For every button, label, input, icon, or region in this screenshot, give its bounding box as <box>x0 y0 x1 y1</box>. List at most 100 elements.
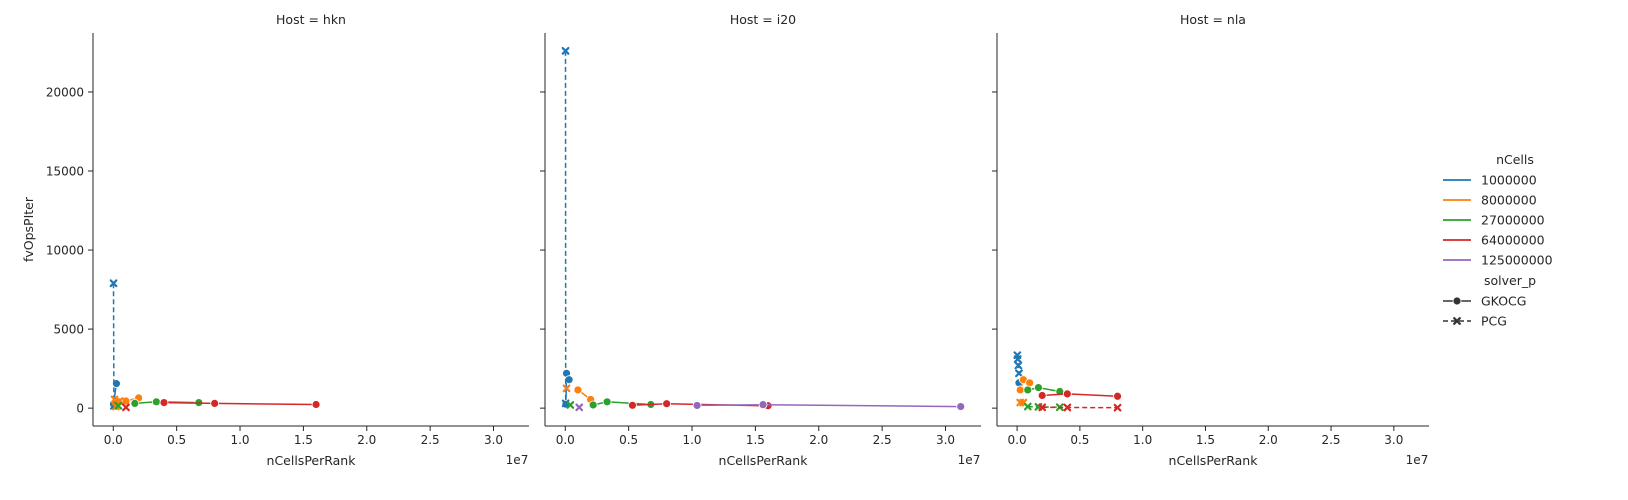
legend-hue-label: 125000000 <box>1481 253 1553 268</box>
x-tick-label: 1.0 <box>1133 433 1152 447</box>
series <box>566 401 575 409</box>
data-point <box>1034 383 1043 392</box>
series <box>588 397 656 410</box>
series <box>1023 383 1065 396</box>
data-point <box>210 398 220 408</box>
legend-hue-title: nCells <box>1496 152 1534 167</box>
x-offset-label: 1e7 <box>1406 453 1429 467</box>
x-tick-label: 1.0 <box>682 433 701 447</box>
x-axis-label: nCellsPerRank <box>267 453 357 468</box>
data-point <box>588 400 598 410</box>
legend-hue-items: 1000000 8000000 27000000 64000000 125000000 <box>1443 173 1553 268</box>
series <box>122 403 130 412</box>
data-point <box>109 279 118 288</box>
x-tick-label: 1.0 <box>230 433 249 447</box>
series <box>562 384 571 393</box>
series <box>114 401 123 410</box>
series-line <box>1027 386 1060 393</box>
legend-style-title: solver_p <box>1484 273 1536 288</box>
x-tick-label: 2.5 <box>1321 433 1340 447</box>
facet-title: Host = i20 <box>730 12 796 27</box>
facet-panels: Host = hkn 0.0 0.5 1.0 1.5 2.0 2.5 3.0 0 5000 1000… <box>21 12 1429 468</box>
data-point <box>1015 385 1025 395</box>
legend: nCells 1000000 8000000 27000000 64000000 125… <box>1443 152 1553 329</box>
legend-style-items: GKOCG PCG <box>1443 294 1526 329</box>
x-axis-label: nCellsPerRank <box>1169 453 1259 468</box>
legend-style-marker <box>1453 317 1461 325</box>
series <box>1037 389 1122 401</box>
x-tick-label: 2.0 <box>1259 433 1278 447</box>
series <box>1023 402 1064 412</box>
y-tick-label: 5000 <box>53 323 84 337</box>
x-offset-label: 1e7 <box>958 453 981 467</box>
data-point <box>628 400 637 410</box>
data-point <box>573 385 583 395</box>
legend-style-label: PCG <box>1481 314 1507 329</box>
x-offset-label: 1e7 <box>506 453 529 467</box>
facet-0: Host = hkn 0.0 0.5 1.0 1.5 2.0 2.5 3.0 0 5000 1000… <box>21 12 529 468</box>
x-tick-label: 0.5 <box>167 433 186 447</box>
data-point <box>956 402 966 411</box>
data-point <box>1037 391 1047 400</box>
data-point <box>602 397 612 407</box>
legend-hue-label: 1000000 <box>1481 173 1537 188</box>
y-tick-label: 10000 <box>46 244 84 258</box>
data-point <box>1038 403 1047 412</box>
data-point <box>662 399 672 409</box>
x-tick-label: 0.5 <box>1070 433 1089 447</box>
data-point <box>1062 389 1072 399</box>
data-point <box>151 397 161 407</box>
x-tick-label: 2.0 <box>357 433 376 447</box>
series-line <box>163 401 317 406</box>
series <box>561 46 570 408</box>
data-point <box>1015 369 1023 378</box>
x-tick-label: 1.5 <box>294 433 313 447</box>
y-tick-label: 15000 <box>46 165 84 179</box>
x-tick-label: 3.0 <box>484 433 503 447</box>
x-tick-label: 0.0 <box>104 433 123 447</box>
data-point <box>121 396 131 406</box>
y-tick-label: 20000 <box>46 85 84 99</box>
legend-hue-label: 64000000 <box>1481 233 1545 248</box>
x-tick-label: 2.5 <box>873 433 892 447</box>
x-tick-label: 2.0 <box>809 433 828 447</box>
data-point <box>692 401 702 410</box>
data-point <box>1063 403 1072 412</box>
data-point <box>758 400 768 410</box>
data-point <box>1025 378 1035 388</box>
data-point <box>1013 355 1022 364</box>
x-tick-label: 1.5 <box>1196 433 1215 447</box>
series <box>575 403 584 412</box>
data-point <box>1023 402 1032 411</box>
y-axis-label: fvOpsPIter <box>21 196 36 262</box>
data-point <box>575 403 584 412</box>
y-tick-label: 0 <box>76 402 84 416</box>
data-point <box>1014 361 1023 370</box>
x-tick-label: 0.0 <box>556 433 575 447</box>
series <box>159 398 321 409</box>
data-point <box>122 403 130 412</box>
legend-style-label: GKOCG <box>1481 294 1526 309</box>
series-line <box>1042 393 1118 398</box>
data-point <box>566 401 575 409</box>
x-tick-label: 1.5 <box>746 433 765 447</box>
x-axis-label: nCellsPerRank <box>719 453 809 468</box>
data-point <box>1113 403 1122 412</box>
legend-hue-label: 8000000 <box>1481 193 1537 208</box>
series <box>1038 403 1122 412</box>
data-point <box>562 384 571 393</box>
data-point <box>1113 391 1122 401</box>
data-point <box>130 398 140 408</box>
data-point <box>311 400 321 409</box>
facet-title: Host = hkn <box>276 12 346 27</box>
series <box>573 385 596 404</box>
x-tick-label: 3.0 <box>936 433 955 447</box>
x-tick-label: 2.5 <box>421 433 440 447</box>
data-point <box>1023 385 1033 395</box>
legend-hue-label: 27000000 <box>1481 213 1545 228</box>
data-point <box>159 398 169 408</box>
x-tick-label: 3.0 <box>1384 433 1403 447</box>
